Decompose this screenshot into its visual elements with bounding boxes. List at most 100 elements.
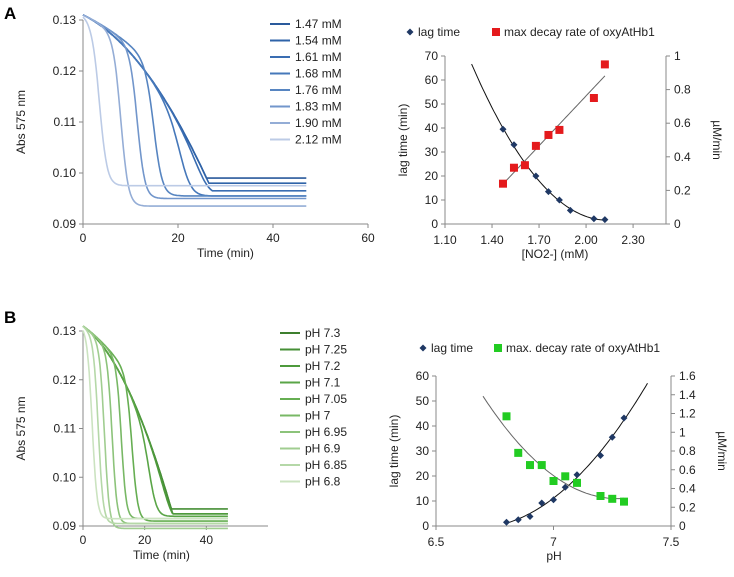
legend-label: pH 6.8 xyxy=(305,475,341,489)
y-axis-label: Abs 575 nm xyxy=(14,90,28,154)
y2-tick-label: 0.4 xyxy=(674,150,691,164)
y2-tick-label: 0 xyxy=(674,217,681,231)
data-point-square xyxy=(502,412,511,421)
x-tick-label: 2.00 xyxy=(574,233,598,247)
x-tick-label: 7 xyxy=(550,535,557,549)
x-tick-label: 0 xyxy=(80,533,87,547)
y2-tick-label: 1.4 xyxy=(679,388,696,402)
data-point-square xyxy=(520,161,529,170)
legend-label: pH 7.1 xyxy=(305,376,341,390)
legend-label: pH 6.95 xyxy=(305,425,347,439)
data-point-square xyxy=(555,125,564,134)
data-point-diamond xyxy=(566,206,574,214)
y-tick-label: 0 xyxy=(422,519,429,533)
legend-label: max. decay rate of oxyAtHb1 xyxy=(506,341,660,355)
data-point-diamond xyxy=(503,518,510,526)
data-point-diamond xyxy=(550,496,557,504)
legend-marker xyxy=(494,344,502,352)
y-tick-label: 30 xyxy=(425,145,439,159)
x-tick-label: 6.5 xyxy=(428,535,445,549)
trendline xyxy=(471,63,605,221)
data-point-diamond xyxy=(608,433,616,441)
y-tick-label: 40 xyxy=(416,419,430,433)
y2-tick-label: 1 xyxy=(674,49,681,63)
data-point-diamond xyxy=(532,172,540,180)
panel-label-b: B xyxy=(4,308,16,327)
legend-label: 1.61 mM xyxy=(295,50,342,64)
x-axis-label: Time (min) xyxy=(133,548,190,562)
data-point-square xyxy=(498,179,507,188)
y-tick-label: 0.13 xyxy=(53,13,77,27)
y-tick-label: 20 xyxy=(425,169,439,183)
y2-tick-label: 0.6 xyxy=(674,116,691,130)
legend-label: pH 7.05 xyxy=(305,392,347,406)
data-point-diamond xyxy=(561,483,569,491)
trendline xyxy=(502,75,606,185)
y-tick-label: 0.12 xyxy=(53,373,77,387)
x-tick-label: 0 xyxy=(80,231,87,245)
legend-marker xyxy=(492,28,500,36)
y-tick-label: 0.10 xyxy=(53,470,77,484)
x-axis-label: pH xyxy=(546,549,561,563)
data-point-square xyxy=(573,478,581,487)
y2-tick-label: 0.2 xyxy=(679,500,696,514)
y-tick-label: 30 xyxy=(416,444,430,458)
series-line xyxy=(82,14,307,197)
legend-label: pH 7.3 xyxy=(305,326,341,340)
legend-label: 2.12 mM xyxy=(295,133,342,147)
y-tick-label: 50 xyxy=(416,394,430,408)
legend-marker xyxy=(419,344,427,352)
y-tick-label: 0.09 xyxy=(53,217,77,231)
legend-label: pH 7 xyxy=(305,409,331,423)
x-axis-label: [NO2-] (mM) xyxy=(522,247,589,261)
x-tick-label: 40 xyxy=(266,231,280,245)
y2-tick-label: 0.4 xyxy=(679,482,696,496)
y-tick-label: 60 xyxy=(416,369,430,383)
data-point-diamond xyxy=(573,471,581,479)
data-point-diamond xyxy=(499,125,507,133)
y2-tick-label: 0.8 xyxy=(679,444,696,458)
series-line xyxy=(82,325,228,518)
legend-label: 1.54 mM xyxy=(295,34,342,48)
x-tick-label: 40 xyxy=(200,533,214,547)
y-tick-label: 10 xyxy=(425,193,439,207)
series-line xyxy=(82,14,307,197)
data-point-square xyxy=(589,94,598,102)
series-line xyxy=(82,330,228,520)
y-tick-label: 20 xyxy=(416,469,430,483)
data-point-square xyxy=(526,461,534,470)
data-point-diamond xyxy=(555,196,563,204)
data-point-square xyxy=(544,130,553,139)
series-line xyxy=(82,325,228,530)
series-line xyxy=(82,14,307,200)
legend-label: pH 6.85 xyxy=(305,458,347,472)
x-axis-label: Time (min) xyxy=(197,246,254,260)
legend-marker xyxy=(406,28,414,36)
data-point-square xyxy=(620,497,628,506)
data-point-diamond xyxy=(597,452,604,459)
data-point-diamond xyxy=(538,499,546,507)
data-point-diamond xyxy=(544,188,552,196)
data-point-square xyxy=(561,472,570,481)
y-axis-label: lag time (min) xyxy=(396,104,410,177)
x-tick-label: 1.40 xyxy=(480,233,504,247)
series-line xyxy=(82,16,307,187)
y-tick-label: 40 xyxy=(425,121,439,135)
panel-label-a: A xyxy=(4,4,16,23)
y-tick-label: 0.11 xyxy=(54,422,77,436)
legend-label: pH 7.2 xyxy=(305,359,341,373)
y2-tick-label: 0.2 xyxy=(674,183,691,197)
y2-tick-label: 0.8 xyxy=(674,83,691,97)
legend-label: pH 7.25 xyxy=(305,343,347,357)
x-tick-label: 60 xyxy=(361,231,375,245)
legend-label: 1.47 mM xyxy=(295,17,342,31)
data-point-square xyxy=(537,461,546,470)
x-tick-label: 2.30 xyxy=(621,233,645,247)
x-tick-label: 7.5 xyxy=(663,535,680,549)
y2-axis-label: µM/min xyxy=(715,431,729,471)
y2-tick-label: 1 xyxy=(679,425,686,439)
legend-label: max decay rate of oxyAtHb1 xyxy=(504,25,655,39)
legend-label: 1.90 mM xyxy=(295,116,342,130)
